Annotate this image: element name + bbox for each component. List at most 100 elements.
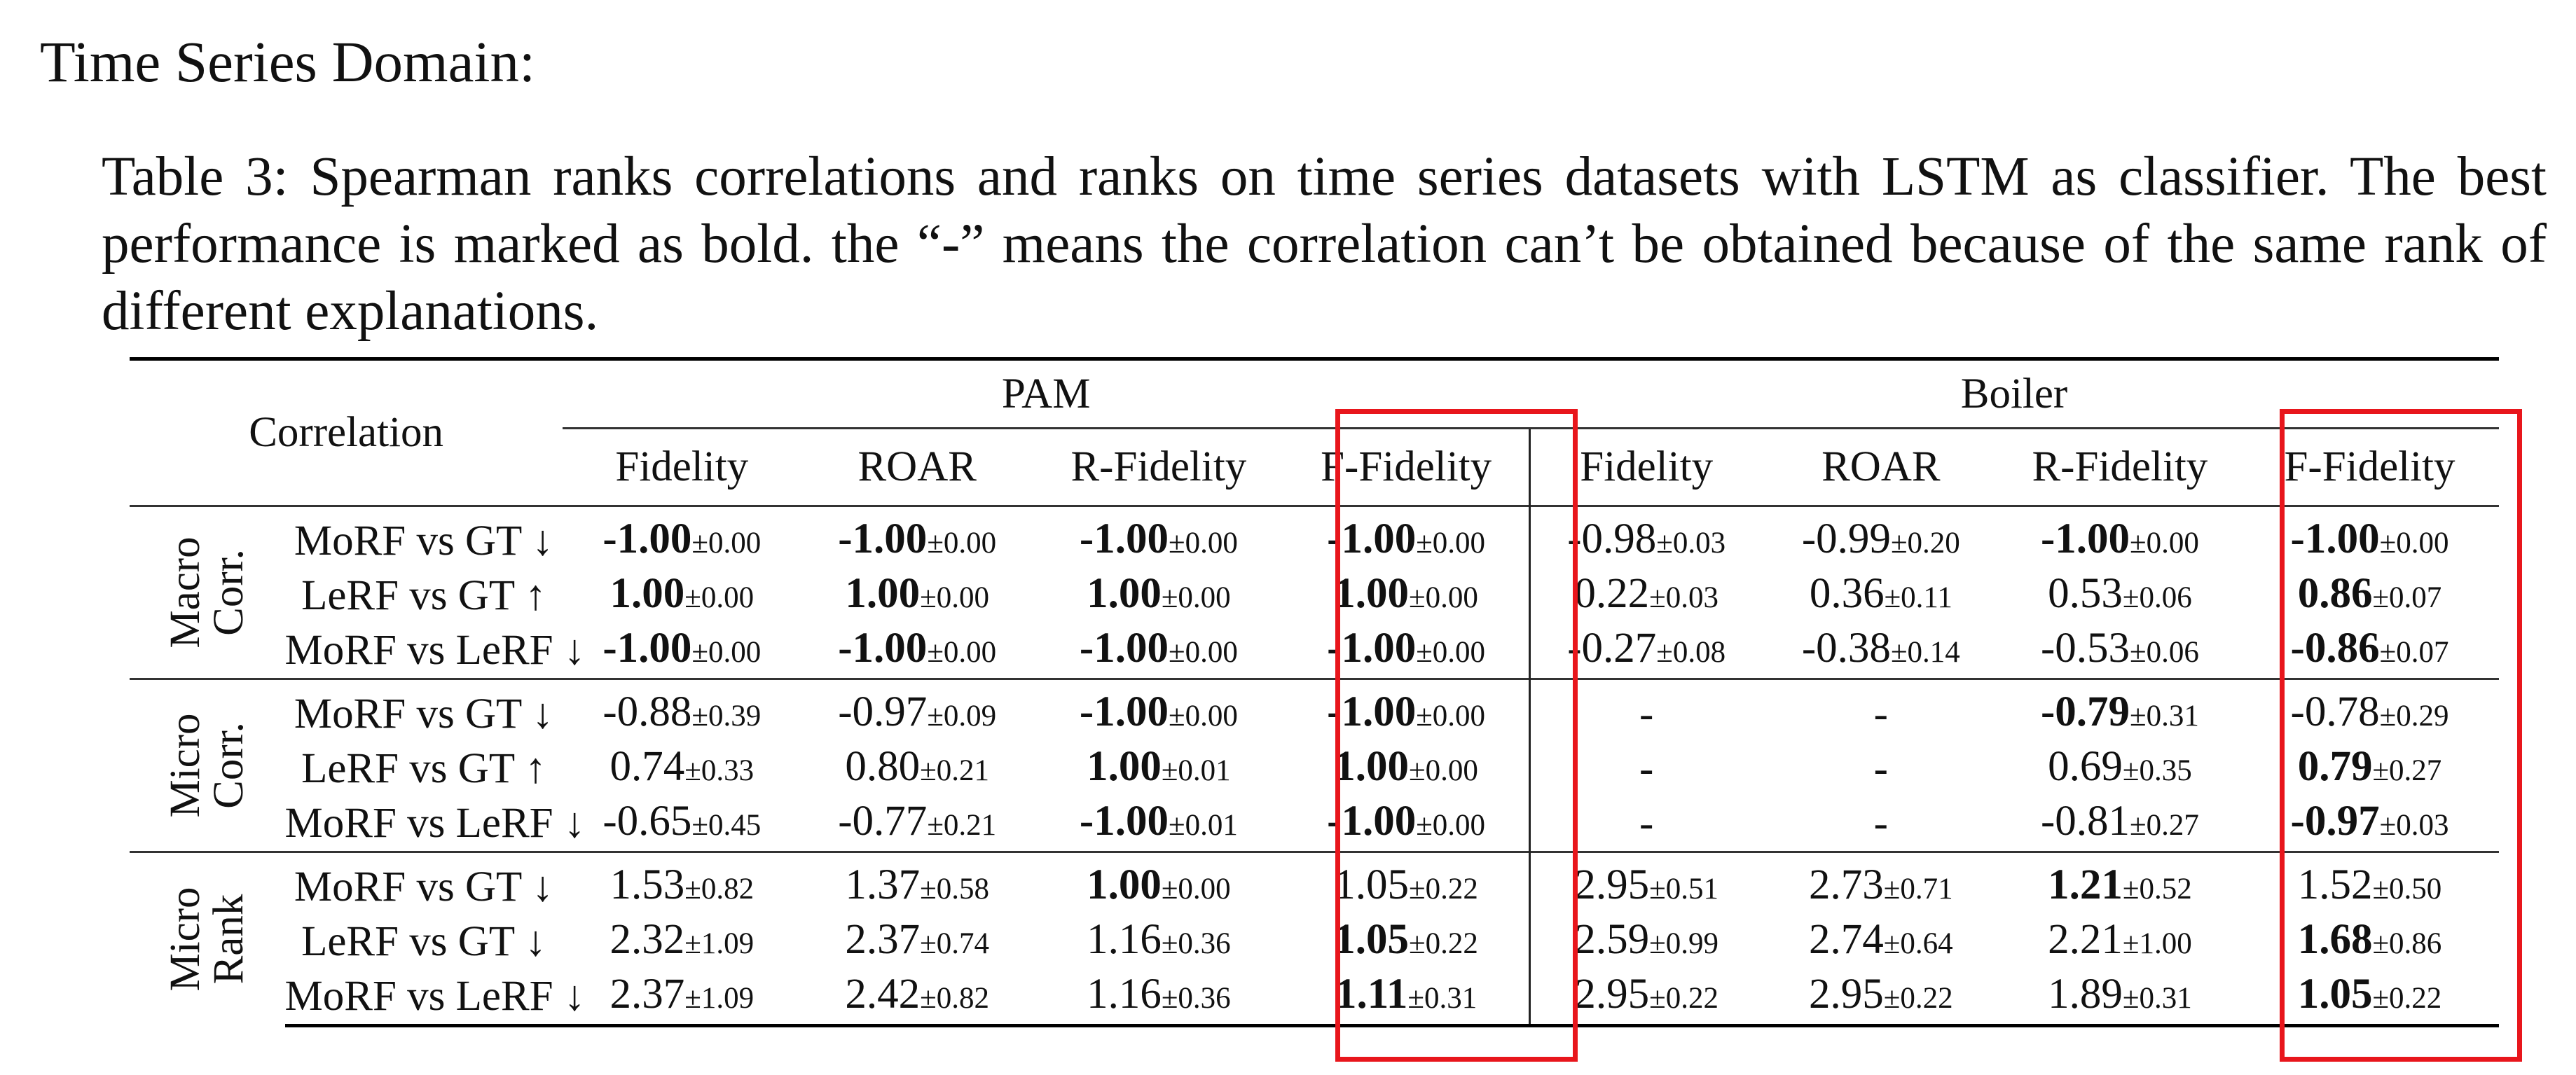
mean-value: -0.38 (1801, 625, 1891, 672)
mean-value: 1.05 (1334, 861, 1410, 908)
mean-value: 2.37 (845, 916, 921, 963)
mean-value: 2.37 (609, 971, 685, 1018)
mean-value: -1.00 (1327, 515, 1417, 562)
row-name: LeRF vs GT ↑ (301, 572, 546, 619)
value-cell: -1.00±0.00 (1284, 796, 1529, 852)
value-cell: - (1528, 742, 1763, 796)
value-cell: 1.00±0.01 (1033, 742, 1284, 796)
std-value: ±0.11 (1884, 581, 1952, 614)
mean-value: 2.73 (1809, 861, 1884, 908)
row-name: LeRF vs GT ↑ (301, 745, 546, 792)
std-value: ±1.09 (684, 927, 755, 960)
std-value: ±0.03 (1656, 527, 1726, 560)
group-label-line: Micro (161, 713, 209, 818)
std-value: ±0.00 (1416, 809, 1486, 842)
metric-header: R-Fidelity (1070, 443, 1247, 490)
mean-value: 1.00 (845, 570, 921, 617)
std-value: ±0.71 (1883, 873, 1953, 906)
value-cell: 1.21±0.52 (1999, 851, 2240, 915)
std-value: ±0.31 (1407, 982, 1478, 1015)
mean-value: - (1639, 745, 1654, 792)
std-value: ±0.52 (2122, 873, 2192, 906)
value-cell: 1.05±0.22 (1283, 851, 1530, 915)
table-row: MoRF vs LeRF ↓ 2.37±1.09 2.42±0.82 1.16±0.3… (130, 969, 2499, 1027)
mean-value: - (1873, 691, 1888, 737)
mean-value: 1.68 (2297, 916, 2373, 963)
value-cell: 1.11±0.31 (1283, 969, 1530, 1027)
std-value: ±0.82 (920, 982, 990, 1015)
mean-value: -0.27 (1567, 625, 1657, 672)
mean-value: 2.95 (1574, 861, 1650, 908)
value-cell: 2.73±0.71 (1762, 851, 1999, 915)
mean-value: 0.53 (2048, 570, 2123, 617)
std-value: ±0.00 (1169, 700, 1238, 733)
mean-value: 1.52 (2297, 861, 2373, 908)
mean-value: -0.99 (1801, 515, 1891, 562)
mean-value: -1.00 (1327, 625, 1417, 672)
mean-value: 1.53 (609, 861, 685, 908)
mean-value: 1.00 (609, 570, 685, 617)
mean-value: -1.00 (838, 625, 928, 672)
std-value: ±0.50 (2372, 873, 2442, 906)
value-cell: 2.95±0.22 (1528, 969, 1763, 1027)
value-cell: 1.00±0.00 (563, 569, 801, 623)
mean-value: 0.69 (2048, 743, 2123, 790)
metric-header: F-Fidelity (1321, 443, 1492, 490)
std-value: ±0.00 (1416, 700, 1486, 733)
mean-value: 1.00 (1087, 570, 1162, 617)
mean-value: 1.00 (1087, 861, 1162, 908)
value-cell: 1.68±0.86 (2240, 915, 2499, 969)
std-value: ±0.00 (1409, 581, 1478, 614)
table-caption: Table 3: Spearman ranks correlations and… (102, 146, 2547, 342)
dataset-header-boiler: Boiler (1529, 357, 2499, 429)
mean-value: -1.00 (1327, 798, 1417, 845)
group-label-line: Rank (205, 894, 252, 985)
group-label-line: Macro (161, 536, 209, 649)
value-cell: -1.00±0.00 (1033, 505, 1284, 569)
mean-value: 0.22 (1574, 570, 1650, 617)
metric-header: R-Fidelity (2032, 443, 2208, 490)
row-name: LeRF vs GT ↓ (301, 918, 546, 965)
std-value: ±0.00 (1409, 754, 1478, 787)
mean-value: -1.00 (2040, 515, 2130, 562)
std-value: ±0.64 (1883, 927, 1953, 960)
mean-value: 2.32 (609, 916, 685, 963)
value-cell: 0.69±0.35 (1999, 742, 2240, 796)
table-row: MoRF vs LeRF ↓ -1.00±0.00 -1.00±0.00 -1.00±… (130, 623, 2499, 679)
std-value: ±0.00 (2379, 527, 2449, 560)
value-cell: 2.95±0.22 (1762, 969, 1999, 1027)
mean-value: -0.79 (2040, 688, 2130, 735)
mean-value: -1.00 (602, 625, 692, 672)
value-cell: -1.00±0.00 (563, 623, 801, 679)
std-value: ±1.00 (2122, 927, 2192, 960)
std-value: ±0.00 (691, 527, 762, 560)
group-label: Micro Rank (130, 851, 285, 1026)
value-cell: 2.32±1.09 (563, 915, 801, 969)
mean-value: -1.00 (2290, 515, 2380, 562)
mean-value: 1.05 (2297, 971, 2373, 1018)
mean-value: - (1873, 745, 1888, 792)
value-cell: 2.21±1.00 (1999, 915, 2240, 969)
std-value: ±0.20 (1890, 527, 1960, 560)
value-cell: -0.86±0.07 (2240, 623, 2499, 679)
value-cell: 0.36±0.11 (1763, 569, 1999, 623)
value-cell: -0.97±0.03 (2240, 796, 2499, 852)
std-value: ±0.00 (1169, 636, 1238, 669)
mean-value: -0.53 (2040, 625, 2130, 672)
value-cell: -0.81±0.27 (1999, 796, 2240, 852)
metric-header: Fidelity (615, 443, 749, 490)
mean-value: 1.16 (1087, 916, 1162, 963)
std-value: ±0.00 (1416, 527, 1486, 560)
value-cell: 2.37±0.74 (801, 915, 1033, 969)
std-value: ±0.22 (2372, 982, 2442, 1015)
value-cell: 1.00±0.00 (1284, 569, 1529, 623)
std-value: ±0.29 (2379, 700, 2449, 733)
value-cell: 2.59±0.99 (1528, 915, 1763, 969)
value-cell: - (1763, 742, 1999, 796)
std-value: ±0.35 (2122, 754, 2192, 787)
value-cell: - (1528, 796, 1763, 852)
value-cell: 0.74±0.33 (563, 742, 801, 796)
group-label: Macro Corr. (130, 505, 285, 679)
std-value: ±0.36 (1161, 982, 1231, 1015)
table-row: Macro Corr. MoRF vs GT ↓ -1.00±0.00 -1.00±0.… (130, 505, 2499, 679)
